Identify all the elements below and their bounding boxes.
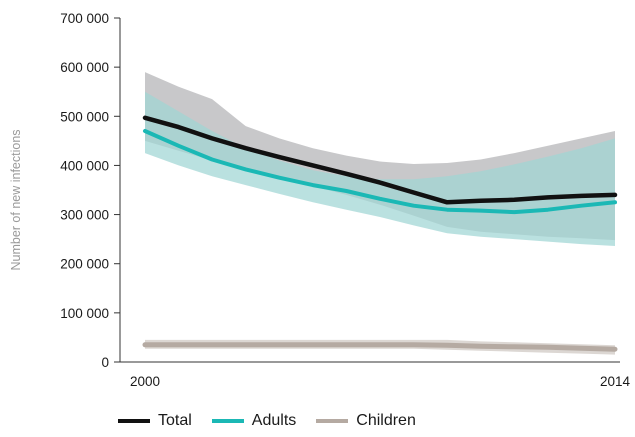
y-tick-label: 300 000	[60, 208, 109, 223]
legend-label-children: Children	[356, 412, 416, 429]
legend-item-children: Children	[316, 412, 416, 430]
y-tick-label: 100 000	[60, 306, 109, 321]
x-tick-label: 2014	[600, 374, 631, 389]
y-tick-labels: 0 100 000 200 000 300 000 400 000 500 000 600 …	[60, 11, 109, 370]
x-tick-label: 2000	[130, 374, 160, 389]
line-children	[142, 342, 618, 352]
uncertainty-bands	[145, 72, 615, 355]
series-lines	[142, 115, 618, 352]
line-total	[142, 115, 618, 205]
legend-swatch-total	[118, 419, 150, 423]
y-tick-label: 400 000	[60, 158, 109, 173]
chart: 0 100 000 200 000 300 000 400 000 500 000 600 …	[9, 11, 631, 389]
y-axis-label: Number of new infections	[9, 129, 23, 270]
y-tick-label: 600 000	[60, 60, 109, 75]
y-tick-label: 500 000	[60, 109, 109, 124]
legend-item-total: Total	[118, 412, 192, 430]
legend-label-adults: Adults	[251, 412, 297, 429]
legend-label-total: Total	[158, 412, 192, 429]
x-tick-labels: 2000 2014	[130, 374, 631, 389]
line-adults	[143, 129, 617, 215]
legend-swatch-adults	[211, 419, 244, 423]
legend: Total Adults Children	[118, 412, 436, 430]
legend-swatch-children	[316, 419, 349, 423]
y-tick-label: 0	[101, 355, 109, 370]
y-tick-label: 700 000	[60, 11, 109, 26]
axes	[114, 17, 620, 363]
legend-item-adults: Adults	[211, 412, 297, 430]
y-tick-label: 200 000	[60, 257, 109, 272]
band-adults	[145, 91, 615, 246]
